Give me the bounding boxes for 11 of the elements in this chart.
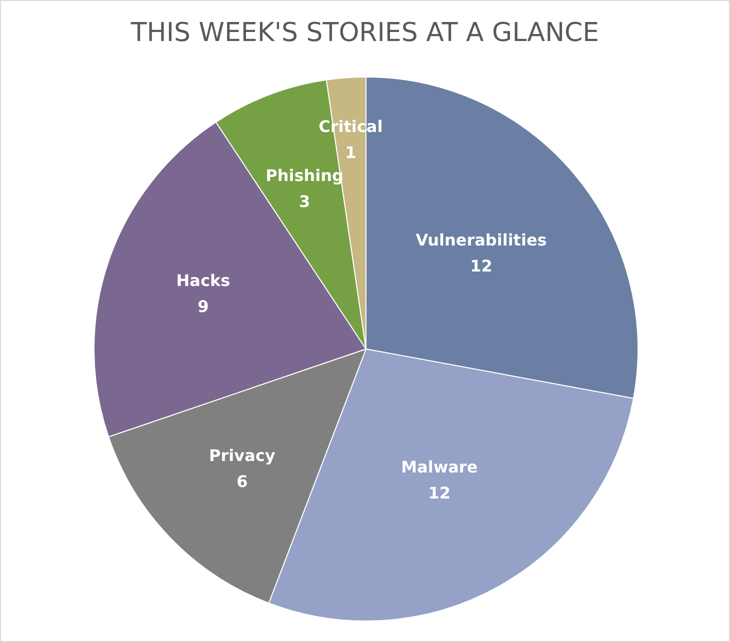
data-label: 12 <box>428 483 451 502</box>
chart-title: THIS WEEK'S STORIES AT A GLANCE <box>130 18 600 48</box>
data-label: 6 <box>236 472 248 491</box>
data-label: 1 <box>345 143 356 162</box>
data-label: 12 <box>470 256 492 276</box>
slice-label: Malware <box>401 457 478 476</box>
data-label: 9 <box>198 296 209 316</box>
slice-label: Vulnerabilities <box>416 230 547 250</box>
data-label: 3 <box>298 192 310 211</box>
slice-label: Privacy <box>209 446 276 465</box>
slice-label: Hacks <box>176 270 230 290</box>
